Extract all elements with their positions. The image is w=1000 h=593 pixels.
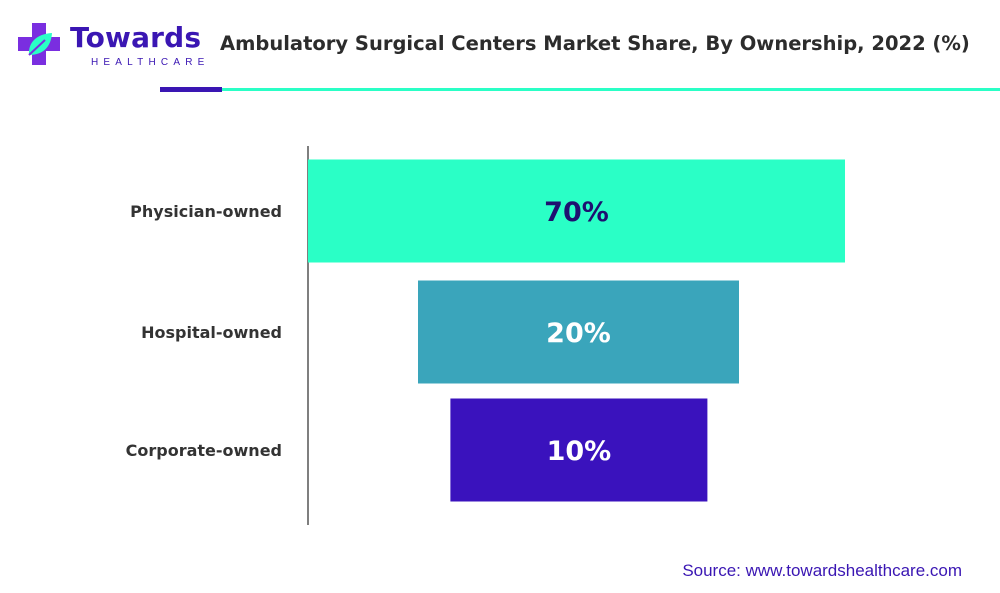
medical-cross-leaf-icon xyxy=(18,23,60,65)
category-label-physician-owned: Physician-owned xyxy=(130,202,282,221)
category-label-corporate-owned: Corporate-owned xyxy=(126,441,282,460)
bar-hospital-owned xyxy=(418,280,739,384)
data-label-physician-owned: 70% xyxy=(544,197,609,228)
data-label-hospital-owned: 20% xyxy=(546,318,611,349)
header-divider-accent xyxy=(160,87,222,92)
header-divider xyxy=(160,88,1000,91)
category-label-hospital-owned: Hospital-owned xyxy=(141,323,282,342)
bar-corporate-owned xyxy=(450,398,708,502)
brand-logo: Towards HEALTHCARE xyxy=(16,18,204,73)
source-note: Source: www.towardshealthcare.com xyxy=(682,561,962,580)
brand-name: Towards xyxy=(70,21,202,54)
bar-physician-owned xyxy=(308,159,845,263)
chart-title: Ambulatory Surgical Centers Market Share… xyxy=(220,32,970,55)
brand-subtitle: HEALTHCARE xyxy=(91,57,210,68)
data-label-corporate-owned: 10% xyxy=(547,436,612,467)
